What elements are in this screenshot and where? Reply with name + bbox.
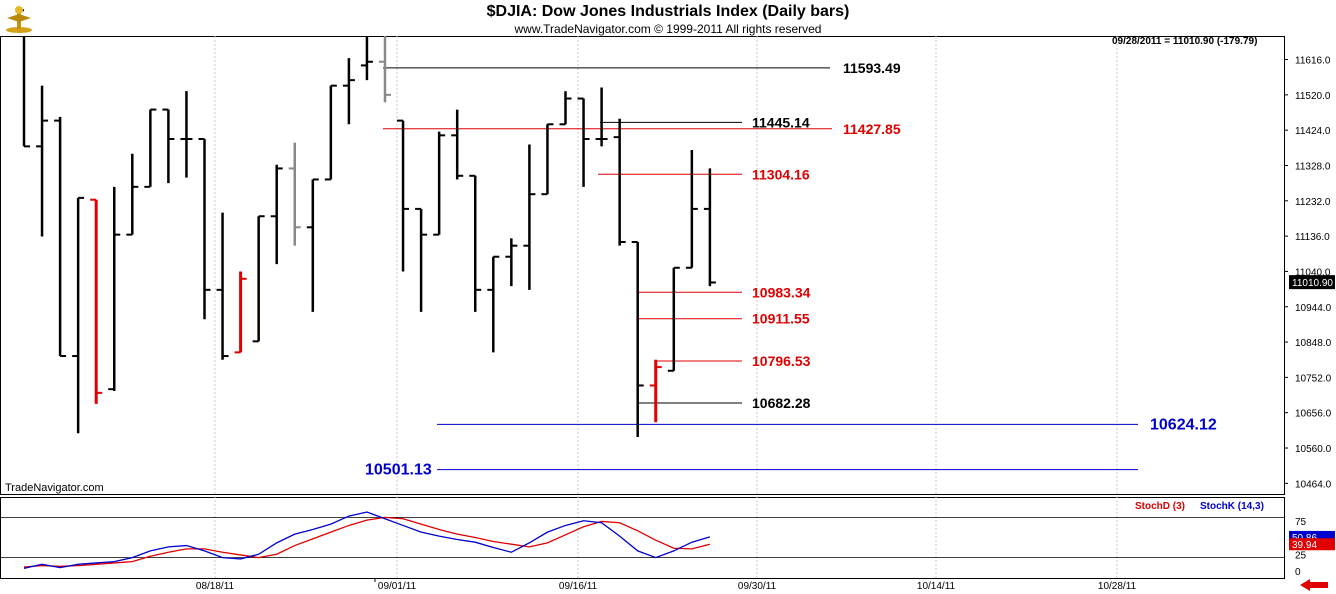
levels-layer: 11593.49 11445.14 11427.85 11304.16 10983.34… — [365, 60, 1217, 479]
price-tick-label: 10848.0 — [1295, 338, 1332, 349]
stoch-tick-label: 25 — [1295, 550, 1307, 561]
stochastic-panel-frame — [0, 497, 1285, 579]
chart-title: $DJIA: Dow Jones Industrials Index (Dail… — [486, 3, 850, 20]
price-bars — [18, 9, 716, 437]
price-tick-label: 11136.0 — [1295, 232, 1330, 243]
date-tick-label: 09/16/11 — [559, 581, 598, 592]
back-arrow-icon[interactable] — [1298, 578, 1330, 592]
stoch-tick-label: 0 — [1295, 567, 1301, 578]
stochk-legend: StochK (14,3) — [1200, 501, 1264, 512]
level-label: 10682.28 — [752, 395, 811, 411]
stochd-line — [23, 516, 711, 568]
last-value-box — [1289, 275, 1335, 290]
grid-layer — [0, 36, 1285, 579]
stochd-legend: StochD (3) — [1135, 501, 1185, 512]
price-tick-label: 11616.0 — [1295, 56, 1331, 67]
copyright-text: www.TradeNavigator.com © 1999-2011 All r… — [514, 22, 822, 36]
price-tick-label: 11232.0 — [1295, 197, 1331, 208]
date-axis: 08/18/11 09/01/11 09/16/11 09/30/11 10/14/11… — [196, 578, 1137, 592]
level-label: 11427.85 — [843, 121, 901, 137]
price-tick-label: 10560.0 — [1295, 444, 1332, 455]
price-panel-frame — [0, 36, 1285, 495]
trade-navigator-logo-icon — [6, 6, 32, 33]
price-tick-label: 11520.0 — [1295, 91, 1331, 102]
last-value-label: 11010.90 — [1292, 278, 1333, 289]
level-label: 10624.12 — [1150, 416, 1217, 433]
stochd-value-label: 39.94 — [1292, 540, 1317, 551]
price-tick-label: 11040.0 — [1295, 267, 1331, 278]
price-tick-label: 10464.0 — [1295, 479, 1332, 490]
price-tick-label: 10656.0 — [1295, 409, 1332, 420]
stochk-line — [23, 511, 711, 569]
price-tick-label: 11424.0 — [1295, 126, 1331, 137]
level-label: 10911.55 — [752, 311, 810, 327]
date-tick-label: 09/01/11 — [378, 581, 417, 592]
price-tick-label: 10752.0 — [1295, 373, 1332, 384]
price-tick-label: 11328.0 — [1295, 161, 1331, 172]
level-label: 11304.16 — [752, 166, 810, 182]
level-label: 10501.13 — [365, 462, 432, 479]
last-price-readout: 09/28/2011 = 11010.90 (-179.79) — [1112, 36, 1258, 47]
date-tick-label: 10/14/11 — [917, 581, 956, 592]
level-label: 10796.53 — [752, 353, 811, 369]
date-tick-label: 09/30/11 — [738, 581, 777, 592]
level-label: 10983.34 — [752, 284, 811, 300]
date-tick-label: 08/18/11 — [196, 581, 235, 592]
stoch-tick-label: 75 — [1295, 517, 1307, 528]
stochd-value-box — [1289, 538, 1335, 551]
price-tick-label: 10944.0 — [1295, 303, 1332, 314]
watermark-text: TradeNavigator.com — [5, 482, 104, 494]
level-label: 11445.14 — [752, 114, 810, 130]
level-label: 11593.49 — [843, 60, 901, 76]
price-axis: 11616.0 11520.0 11424.0 11328.0 11232.0 11136… — [1284, 56, 1335, 490]
date-tick-label: 10/28/11 — [1098, 581, 1137, 592]
